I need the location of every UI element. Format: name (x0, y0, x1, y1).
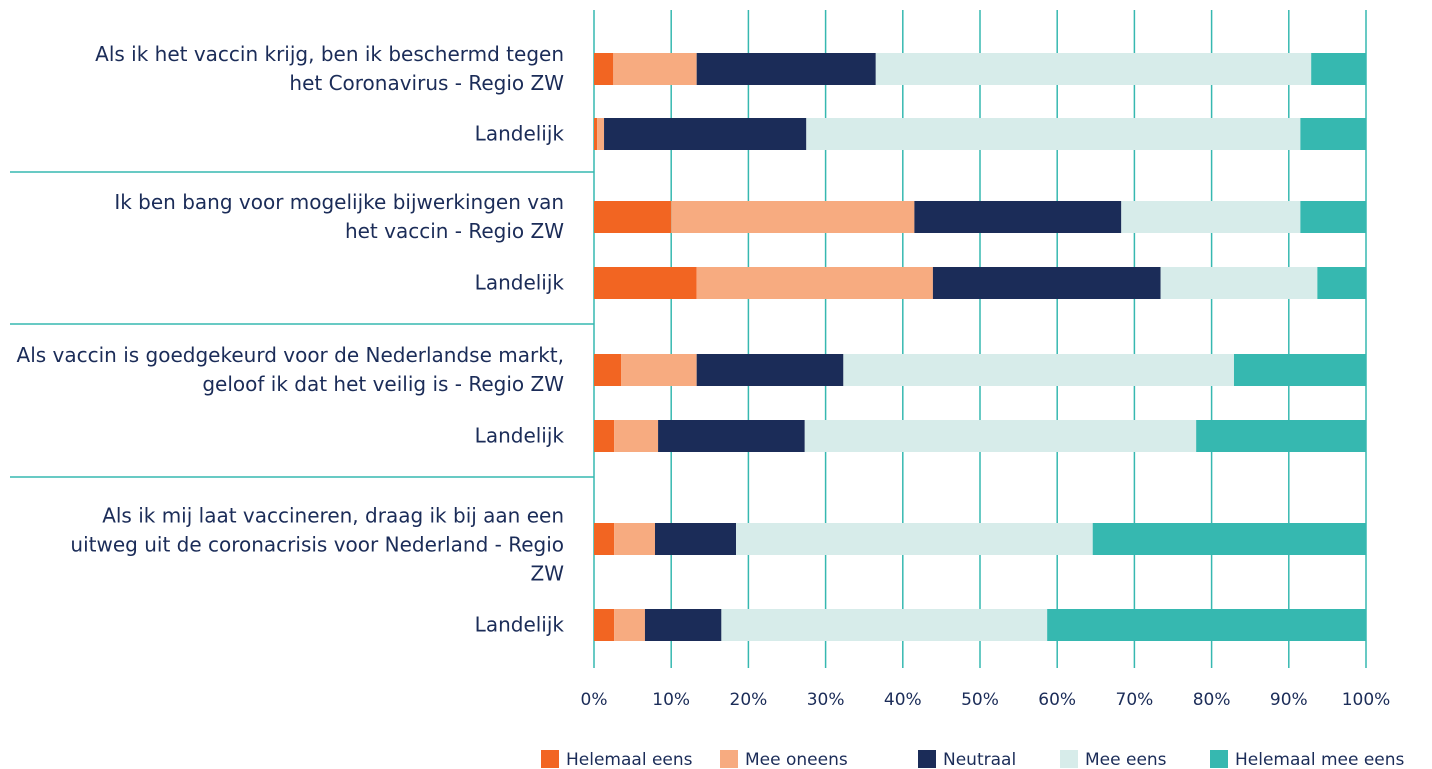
bar-segment (736, 523, 1093, 555)
bar-segment (613, 53, 697, 85)
bar-segment (594, 267, 697, 299)
bar-segment (875, 53, 1312, 85)
bar-segment (914, 201, 1122, 233)
category-label: Als ik het vaccin krijg, ben ik bescherm… (95, 42, 564, 95)
bar-segment (594, 53, 614, 85)
category-label: Als vaccin is goedgekeurd voor de Nederl… (16, 343, 564, 396)
bar-segment (696, 354, 844, 386)
x-tick-label: 0% (581, 690, 608, 710)
bar-segment (604, 118, 807, 150)
legend-swatch (720, 750, 738, 768)
bar-segment (594, 118, 598, 150)
bar-segment (614, 609, 645, 641)
legend-swatch (541, 750, 559, 768)
bar-segment (1317, 267, 1366, 299)
bar-segment (843, 354, 1234, 386)
legend-label: Mee oneens (745, 750, 848, 769)
bar-segment (594, 609, 615, 641)
x-tick-label: 60% (1038, 690, 1076, 710)
category-label: Landelijk (474, 270, 564, 295)
bar-segment (806, 118, 1301, 150)
bar-segment (594, 354, 622, 386)
bar-segment (1233, 354, 1366, 386)
x-tick-label: 40% (884, 690, 922, 710)
bar-segment (654, 523, 737, 555)
bar-segment (1160, 267, 1318, 299)
x-tick-label: 20% (730, 690, 768, 710)
bar-segment (594, 523, 615, 555)
legend-label: Helemaal mee eens (1235, 750, 1405, 769)
bar-segment (1121, 201, 1301, 233)
bar-segment (1092, 523, 1366, 555)
x-tick-label: 30% (807, 690, 845, 710)
bar-segment (614, 420, 659, 452)
category-label: Landelijk (474, 121, 564, 146)
legend-swatch (1060, 750, 1078, 768)
bar-segment (1300, 118, 1366, 150)
x-tick-label: 50% (961, 690, 999, 710)
bar-segment (696, 53, 876, 85)
bar-segment (594, 420, 615, 452)
legend-label: Neutraal (943, 750, 1016, 769)
bar-segment (1047, 609, 1366, 641)
legend-swatch (918, 750, 936, 768)
bar-segment (614, 523, 655, 555)
bar-segment (1196, 420, 1366, 452)
bar-segment (1300, 201, 1366, 233)
bar-segment (696, 267, 933, 299)
bar-segment (594, 201, 672, 233)
category-label: Ik ben bang voor mogelijke bijwerkingen … (114, 190, 564, 243)
bar-segment (658, 420, 805, 452)
x-tick-label: 80% (1193, 690, 1231, 710)
category-label: Als ik mij laat vaccineren, draag ik bij… (70, 503, 564, 586)
x-tick-label: 100% (1342, 690, 1391, 710)
bar-segment (721, 609, 1048, 641)
bar-segment (644, 609, 722, 641)
x-tick-label: 10% (652, 690, 690, 710)
bar-segment (597, 118, 605, 150)
category-label: Landelijk (474, 612, 564, 637)
bar-segment (621, 354, 697, 386)
category-label: Landelijk (474, 423, 564, 448)
bar-segment (671, 201, 915, 233)
x-tick-label: 90% (1270, 690, 1308, 710)
legend-swatch (1210, 750, 1228, 768)
bar-segment (932, 267, 1161, 299)
bar-segment (1311, 53, 1366, 85)
x-tick-label: 70% (1116, 690, 1154, 710)
bar-segment (804, 420, 1197, 452)
legend-label: Mee eens (1085, 750, 1167, 769)
legend-label: Helemaal eens (566, 750, 693, 769)
